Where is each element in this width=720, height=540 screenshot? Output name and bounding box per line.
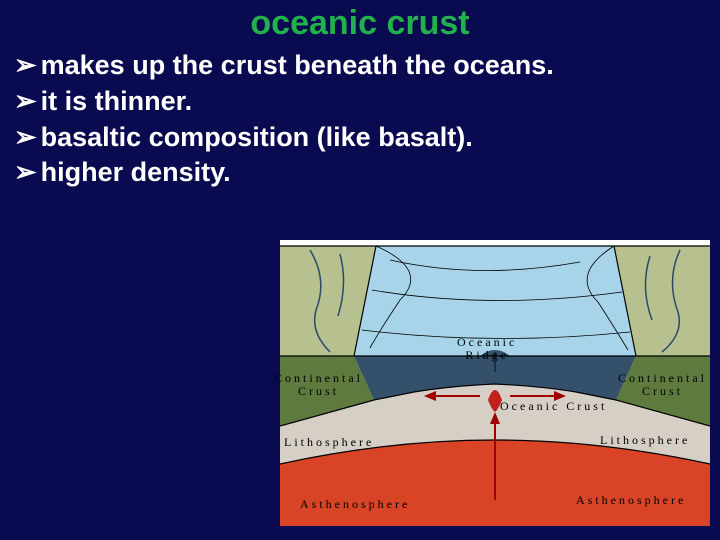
bullet-text: makes up the crust beneath the oceans. <box>41 49 710 83</box>
label-continental-crust-left: Continental Crust <box>274 372 363 397</box>
list-item: ➢ it is thinner. <box>14 85 710 119</box>
bullet-arrow-icon: ➢ <box>14 156 37 190</box>
bullet-arrow-icon: ➢ <box>14 85 37 119</box>
label-oceanic-crust: Oceanic Crust <box>500 400 607 413</box>
bullet-text: it is thinner. <box>41 85 710 119</box>
list-item: ➢ higher density. <box>14 156 710 190</box>
label-lithosphere-right: Lithosphere <box>600 434 690 447</box>
label-asthenosphere-right: Asthenosphere <box>576 494 686 507</box>
bullet-arrow-icon: ➢ <box>14 121 37 155</box>
bullet-text: higher density. <box>41 156 710 190</box>
bullet-list: ➢ makes up the crust beneath the oceans.… <box>0 49 720 190</box>
diagram-container: Oceanic Ridge Continental Crust Continen… <box>280 240 710 526</box>
bullet-text: basaltic composition (like basalt). <box>41 121 710 155</box>
label-asthenosphere-left: Asthenosphere <box>300 498 410 511</box>
label-continental-crust-right: Continental Crust <box>618 372 707 397</box>
slide-title: oceanic crust <box>0 0 720 49</box>
label-oceanic-ridge: Oceanic Ridge <box>457 336 517 361</box>
slide-title-text: oceanic crust <box>250 4 469 42</box>
list-item: ➢ makes up the crust beneath the oceans. <box>14 49 710 83</box>
bullet-arrow-icon: ➢ <box>14 49 37 83</box>
label-lithosphere-left: Lithosphere <box>284 436 374 449</box>
list-item: ➢ basaltic composition (like basalt). <box>14 121 710 155</box>
